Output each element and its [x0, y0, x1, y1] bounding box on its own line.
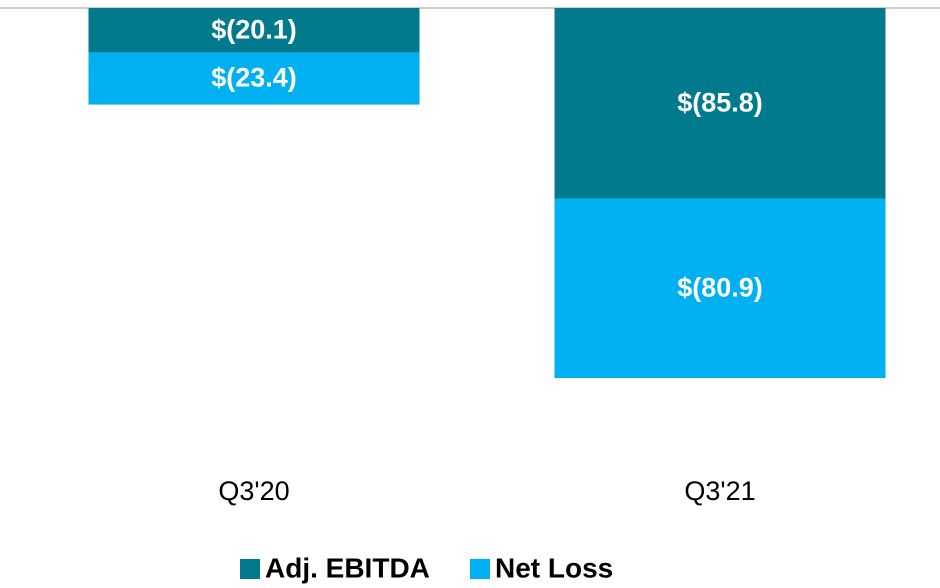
x-tick-label: Q3'20 [218, 476, 289, 506]
legend-swatch [470, 559, 490, 579]
data-label: $(20.1) [211, 14, 297, 44]
data-label: $(80.9) [677, 272, 763, 302]
data-label: $(23.4) [211, 63, 297, 93]
legend-label: Adj. EBITDA [265, 552, 430, 583]
legend-swatch [240, 559, 260, 579]
data-label: $(85.8) [677, 87, 763, 117]
x-tick-label: Q3'21 [684, 476, 755, 506]
bar-segment [554, 8, 886, 199]
bar-segment [88, 52, 420, 105]
legend-label: Net Loss [495, 552, 613, 583]
bar-segment [88, 8, 420, 53]
bar-segment [554, 198, 886, 379]
